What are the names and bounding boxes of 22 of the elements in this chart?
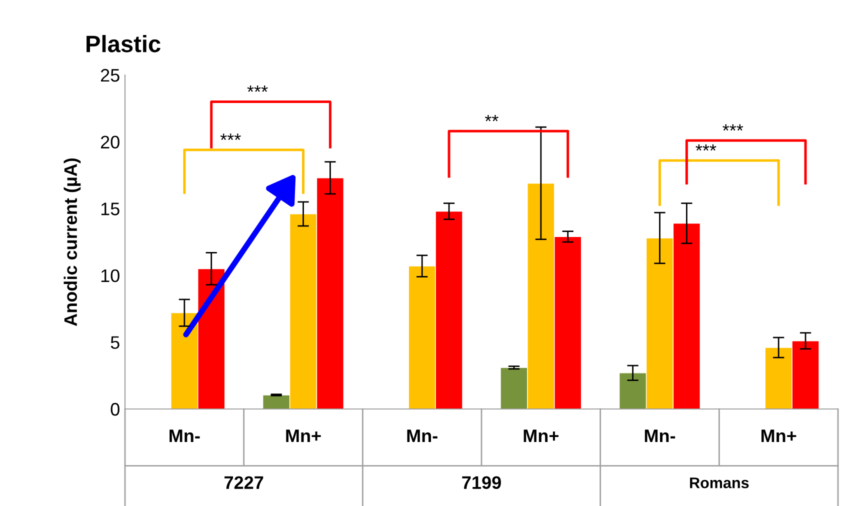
annotation: ** (484, 114, 498, 122)
x-tick-label: Mn- (170, 430, 200, 442)
x-tick-label: Mn- (644, 430, 676, 442)
y-axis-title: Anodic current (µA) (64, 158, 81, 326)
annotation: *** (722, 124, 744, 131)
y-tick-label: 10 (101, 269, 120, 282)
x-tick-label: Mn+ (524, 430, 558, 442)
annotation: *** (696, 144, 716, 151)
x-tick-label: Mn+ (761, 430, 796, 442)
text: 7199 (462, 476, 501, 489)
y-tick-label: 5 (110, 336, 120, 349)
chart-title: Plastic (86, 34, 160, 52)
x-tick-label: Mn+ (286, 430, 321, 442)
annotation: *** (220, 134, 241, 140)
text: Romans (690, 478, 749, 488)
y-tick-label: 0 (110, 402, 120, 416)
y-tick-label: 25 (100, 68, 120, 82)
annotation: *** (247, 86, 268, 92)
x-tick-label: Mn- (407, 430, 438, 442)
text: 7227 (224, 476, 264, 489)
y-tick-label: 20 (100, 136, 120, 149)
y-tick-label: 15 (101, 202, 120, 216)
